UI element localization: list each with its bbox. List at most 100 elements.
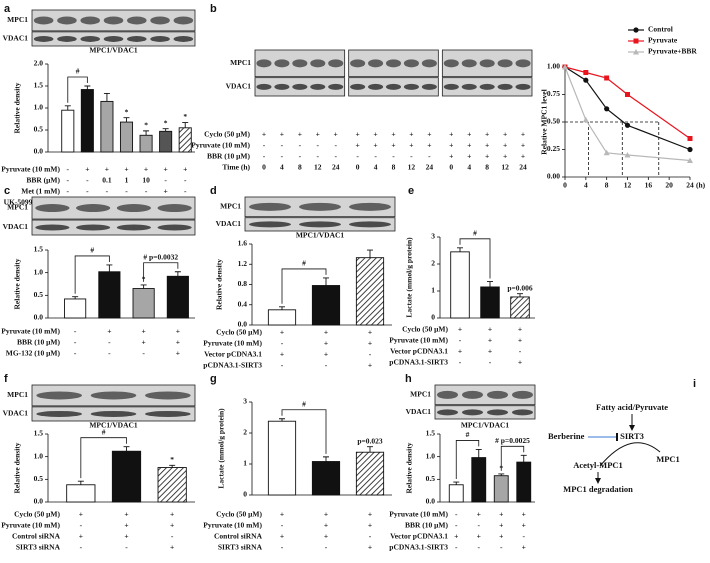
y-tick-label: 1.5 — [34, 245, 44, 254]
bracket-label: # p=0.0032 — [143, 252, 178, 261]
blot-label: MPC1 — [7, 203, 28, 212]
blot-band — [461, 83, 477, 90]
error-bar — [77, 480, 84, 485]
bracket — [281, 268, 327, 304]
bracket-label: # — [473, 229, 477, 238]
condition-mark: 24 — [332, 163, 340, 172]
condition-mark: + — [141, 327, 145, 336]
node: Acetyl-MPC1 — [573, 460, 623, 470]
condition-mark: - — [317, 152, 320, 161]
bracket — [459, 238, 491, 279]
bar — [80, 89, 94, 153]
blot-frame — [31, 196, 196, 220]
y-tick-label: 0.0 — [34, 313, 44, 322]
blot-band — [90, 410, 137, 417]
panel-letter: e — [408, 185, 414, 197]
condition-mark: - — [67, 165, 70, 174]
condition-mark: - — [74, 349, 77, 358]
blot-band — [103, 16, 124, 25]
y-tick-label: 1.5 — [34, 81, 44, 90]
blot-band — [116, 224, 151, 231]
blot-band — [497, 59, 513, 68]
x-unit: (h) — [696, 181, 706, 190]
condition-mark: + — [449, 130, 453, 139]
bar — [493, 475, 509, 503]
y-axis-label: Relative density — [405, 442, 414, 493]
panel-letter: b — [210, 3, 217, 15]
y-tick-label: 0 — [431, 313, 435, 322]
blot-label: VDAC1 — [3, 34, 29, 43]
blot-band — [349, 221, 391, 228]
bar-label: * — [183, 112, 187, 121]
condition-mark: - — [489, 358, 492, 367]
blot-label: VDAC1 — [226, 82, 252, 91]
condition-mark: - — [281, 543, 284, 552]
condition-mark: + — [164, 187, 168, 196]
blot-band — [443, 59, 459, 68]
node: MPC1 — [656, 454, 680, 464]
blot-band — [127, 35, 147, 42]
condition-mark: - — [519, 347, 522, 356]
condition-mark: - — [500, 543, 503, 552]
legend-marker — [633, 27, 639, 33]
y-tick-label: 1.5 — [34, 429, 44, 438]
condition-mark: 12 — [501, 163, 509, 172]
condition-mark: - — [478, 543, 481, 552]
condition-mark: - — [263, 141, 266, 150]
condition-mark: + — [183, 165, 187, 174]
point — [687, 146, 693, 153]
blot-band — [299, 221, 341, 228]
condition-label: Pyruvate (10 mM) — [203, 521, 262, 530]
condition-mark: 24 — [519, 163, 527, 172]
panel-letter: c — [4, 185, 10, 197]
bar — [100, 100, 114, 153]
y-tick-label: 1.0 — [34, 267, 44, 276]
blot-label: MPC1 — [7, 390, 28, 399]
condition-mark: + — [324, 350, 328, 359]
condition-mark: + — [518, 336, 522, 345]
condition-mark: + — [141, 338, 145, 347]
blot-band — [349, 202, 391, 211]
condition-mark: + — [280, 328, 284, 337]
blot-band — [403, 83, 419, 90]
blot-band — [103, 35, 124, 42]
y-tick-label: 1 — [243, 459, 247, 468]
condition-label: Pyruvate (10 mM) — [1, 521, 60, 530]
error-bar — [106, 264, 113, 272]
bracket — [500, 445, 525, 471]
condition-mark: + — [176, 338, 180, 347]
condition-mark: + — [522, 510, 526, 519]
bar-label: * — [125, 107, 129, 116]
blot-frame — [434, 384, 536, 406]
x-tick-label: 12 — [624, 181, 632, 190]
condition-mark: + — [485, 141, 489, 150]
condition-mark: - — [142, 349, 145, 358]
condition-mark: + — [324, 510, 328, 519]
condition-mark: + — [521, 130, 525, 139]
error-bar — [475, 448, 482, 458]
condition-label: Time (h) — [222, 163, 250, 172]
deacetylation-arc — [599, 442, 661, 467]
bar — [355, 451, 385, 496]
condition-mark: 12 — [314, 163, 322, 172]
condition-mark: + — [355, 141, 359, 150]
y-tick-label: 0.5 — [34, 290, 44, 299]
condition-mark: + — [477, 510, 481, 519]
blot-band — [368, 59, 384, 68]
condition-mark: + — [368, 510, 372, 519]
blot-band — [479, 59, 495, 68]
condition-mark: 12 — [408, 163, 416, 172]
y-axis-label: Relative density — [13, 82, 22, 133]
bracket — [67, 76, 88, 103]
condition-mark: + — [124, 165, 128, 174]
blot-band — [328, 59, 344, 68]
bracket-label: # — [302, 399, 306, 408]
error-bar — [140, 284, 147, 289]
point — [687, 157, 693, 163]
blot-band — [157, 224, 192, 231]
condition-mark: + — [316, 130, 320, 139]
condition-mark: 0 — [449, 163, 453, 172]
x-tick-label: 0 — [563, 181, 567, 190]
blot-band — [487, 390, 508, 399]
